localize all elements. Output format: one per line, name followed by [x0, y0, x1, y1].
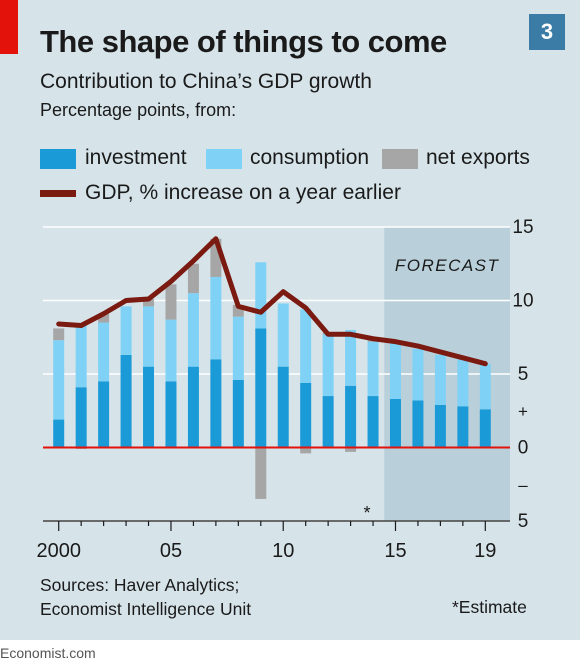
x-tick-label: 05	[160, 540, 182, 562]
bar-net-exports-2000	[53, 328, 65, 341]
bar-consumption-2011	[300, 309, 312, 383]
bar-investment-2018	[457, 406, 469, 448]
bar-consumption-2007	[210, 276, 222, 360]
y-tick-label: 15	[512, 217, 533, 238]
bar-investment-2019	[479, 409, 491, 448]
bar-net-exports-2005	[165, 284, 177, 320]
bar-consumption-2000	[53, 340, 65, 420]
bar-net-exports-2002	[98, 313, 110, 323]
gdp-line	[56, 236, 488, 367]
bar-investment-2008	[232, 379, 244, 448]
bar-consumption-2003	[120, 306, 132, 355]
bar-investment-2009	[255, 328, 267, 448]
bar-investment-2015	[389, 398, 401, 448]
bar-investment-2016	[412, 400, 424, 448]
legend-label-investment: investment	[85, 146, 187, 169]
y-tick-label: 5	[518, 511, 529, 532]
x-tick-label: 2000	[36, 540, 81, 562]
bar-investment-2012	[322, 396, 334, 448]
chart-subtitle: Contribution to China’s GDP growth	[40, 70, 372, 93]
bar-consumption-2004	[143, 306, 155, 367]
bar-consumption-2010	[277, 303, 289, 367]
bar-consumption-2006	[187, 293, 199, 367]
bar-investment-2011	[300, 382, 312, 448]
bar-consumption-2005	[165, 319, 177, 382]
bar-consumption-2012	[322, 334, 334, 397]
bar-consumption-2008	[232, 316, 244, 380]
legend-swatch-investment	[40, 149, 76, 169]
bar-investment-2000	[53, 419, 65, 448]
bar-net-exports-2011	[300, 447, 312, 454]
sources-note: Sources: Haver Analytics; Economist Inte…	[40, 573, 251, 621]
bar-consumption-2018	[457, 359, 469, 407]
estimate-marker: *	[364, 503, 371, 523]
red-tag	[0, 0, 18, 54]
y-tick-label: +	[518, 402, 528, 421]
x-tick-label: 10	[272, 540, 294, 562]
bar-investment-2010	[277, 366, 289, 448]
bar-investment-2006	[187, 366, 199, 448]
bar-net-exports-2007	[210, 238, 222, 277]
bar-consumption-2001	[75, 325, 87, 388]
sources-line-1: Sources: Haver Analytics;	[40, 575, 240, 595]
x-tick-label: 15	[384, 540, 406, 562]
brand-footer: Economist.com	[0, 645, 96, 661]
chart-plot: FORECAST 15 10 5 +0 – 5 2000 05 10 15 19 *	[36, 217, 533, 562]
legend-swatch-net-exports	[382, 149, 418, 169]
chart-unit-label: Percentage points, from:	[40, 100, 237, 120]
bar-consumption-2013	[345, 329, 357, 386]
y-tick-label: 5	[518, 364, 529, 385]
forecast-label: FORECAST	[395, 256, 500, 275]
bar-investment-2001	[75, 387, 87, 448]
chart-title: The shape of things to come	[40, 24, 447, 59]
sources-line-2: Economist Intelligence Unit	[40, 599, 252, 619]
chart-number-badge: 3	[529, 14, 565, 50]
y-tick-label: –	[518, 475, 528, 494]
bar-net-exports-2008	[232, 304, 244, 317]
bar-net-exports-2013	[345, 447, 357, 452]
bar-investment-2004	[143, 366, 155, 448]
bar-investment-2002	[98, 381, 110, 448]
bar-investment-2014	[367, 396, 379, 448]
bar-net-exports-2006	[187, 263, 199, 294]
legend-swatch-consumption	[206, 149, 242, 169]
bar-net-exports-2004	[143, 299, 155, 307]
bar-consumption-2019	[479, 363, 491, 410]
bar-investment-2007	[210, 359, 222, 448]
legend-label-net-exports: net exports	[426, 146, 530, 169]
legend-swatch-gdp	[40, 190, 76, 197]
bar-consumption-2017	[434, 354, 446, 405]
bar-consumption-2014	[367, 341, 379, 397]
bar-investment-2003	[120, 354, 132, 448]
bar-consumption-2009	[255, 262, 267, 329]
estimate-note: *Estimate	[452, 597, 527, 617]
legend-label-gdp: GDP, % increase on a year earlier	[85, 181, 401, 204]
y-tick-label: 10	[512, 291, 533, 312]
bar-investment-2013	[345, 385, 357, 448]
x-tick-label: 19	[474, 540, 496, 562]
bar-consumption-2015	[389, 343, 401, 399]
bar-net-exports-2009	[255, 447, 267, 499]
bar-consumption-2002	[98, 322, 110, 382]
bar-investment-2017	[434, 404, 446, 448]
y-tick-label: 0	[518, 438, 529, 459]
legend-label-consumption: consumption	[250, 146, 370, 169]
bar-investment-2005	[165, 381, 177, 448]
bar-consumption-2016	[412, 349, 424, 401]
